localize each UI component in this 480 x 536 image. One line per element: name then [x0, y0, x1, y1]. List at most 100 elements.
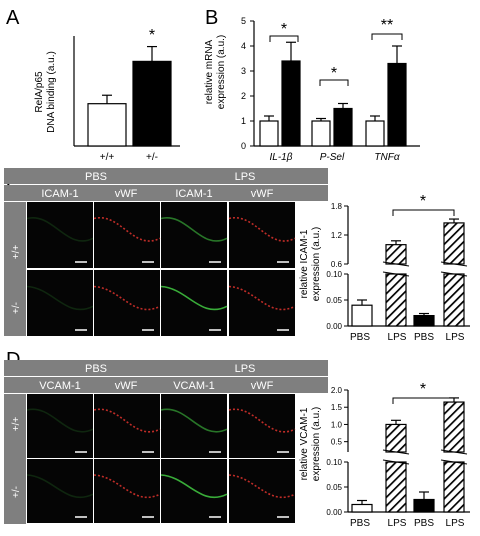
- grid-d-vessel-wall: [26, 474, 94, 499]
- chart-c-bar-3: [413, 315, 435, 327]
- panel-letter-b: B: [205, 7, 218, 29]
- grid-d-col-1: VCAM-1: [39, 380, 81, 392]
- chart-b-bar-1-2: [281, 60, 301, 147]
- grid-c-vessel-wall: [93, 285, 161, 311]
- grid-c-row-1: +/+: [11, 245, 22, 260]
- grid-c-tile-r1-c3: [160, 202, 228, 268]
- grid-d-tile-bg: [229, 459, 295, 523]
- chart-d-xtick-2: LPS: [388, 518, 407, 529]
- chart-d-bar-2-break-lower: [382, 459, 410, 465]
- chart-b-sig-psel: *: [331, 65, 337, 82]
- grid-c-col-1: ICAM-1: [41, 188, 78, 200]
- grid-d-tile-r2-c3: [160, 459, 228, 523]
- chart-b-bar-2-2: [333, 107, 353, 147]
- chart-d-significance: *: [420, 381, 426, 398]
- grid-d-tile-bg: [94, 459, 160, 523]
- chart-b-ytick-label-4: 4: [241, 41, 246, 51]
- grid-d-vessel-wall: [160, 474, 228, 499]
- chart-c-bracket: [392, 209, 455, 216]
- chart-b-ylabel-1: relative mRNA: [204, 39, 215, 104]
- grid-c-tile-r2-c3: [160, 270, 228, 336]
- grid-c-tile-bg: [161, 270, 227, 336]
- grid-c-tile-bg: [94, 202, 160, 268]
- chart-c-ylabel-2: expression (a.u.): [311, 227, 322, 301]
- chart-b-group-psel: P-Sel: [320, 152, 345, 163]
- chart-d-bar-4-upper: [443, 401, 465, 453]
- chart-b-bar-3-2: [387, 62, 407, 147]
- chart-b-sig-il1b: *: [281, 21, 287, 38]
- grid-c-tile-bg: [229, 270, 295, 336]
- grid-c-tile-bg: [229, 202, 295, 268]
- chart-c-xtick-1: PBS: [350, 332, 370, 343]
- grid-d-vessel-wall: [26, 408, 94, 433]
- grid-d-row-header: [4, 394, 26, 524]
- chart-c-bar-2-lower: [385, 273, 407, 327]
- chart-d-bar-4-lower: [443, 461, 465, 513]
- chart-b-bracket-psel: [319, 79, 349, 86]
- chart-b-group-il1b: IL-1β: [270, 152, 293, 163]
- chart-d-bar-3: [413, 498, 435, 513]
- grid-c-column-header: [4, 185, 328, 201]
- grid-d-vessel-wall: [228, 474, 296, 499]
- grid-d-tile-bg: [27, 459, 93, 523]
- grid-d-tile-r1-c1: [26, 394, 94, 458]
- grid-c-vessel-wall: [160, 285, 228, 311]
- grid-c-tile-r2-c2: [93, 270, 161, 336]
- grid-d-tile-r2-c2: [93, 459, 161, 523]
- chart-b-ytick-label-1: 1: [241, 116, 246, 126]
- grid-c-group-header: [4, 168, 328, 184]
- panel-letter-a: A: [6, 7, 20, 29]
- grid-d-col-3: VCAM-1: [173, 380, 215, 392]
- chart-a-ylabel-2: DNA binding (a.u.): [46, 51, 57, 133]
- chart-b-bar-3-1: [365, 120, 385, 147]
- grid-d-row-1: +/+: [11, 417, 22, 432]
- chart-c-upper-tick-label-2: 1.8: [331, 202, 343, 211]
- chart-b-ytick-label-0: 0: [241, 141, 246, 151]
- grid-d-column-header: [4, 377, 328, 393]
- grid-c-tile-bg: [94, 270, 160, 336]
- chart-c-bar-2-break-upper: [382, 261, 410, 267]
- chart-d-lower-tick-label-2: 0.10: [326, 458, 342, 467]
- chart-b-bar-1-1: [259, 120, 279, 147]
- grid-d-group-header: [4, 360, 328, 376]
- chart-d-ylabel-1: relative VCAM-1: [299, 407, 310, 480]
- grid-d-vessel-wall: [93, 408, 161, 433]
- grid-d-group-right: LPS: [235, 363, 256, 375]
- chart-c-xtick-2: LPS: [388, 332, 407, 343]
- chart-a-ylabel-1: RelA/p65: [34, 71, 45, 113]
- chart-d-upper-tick-label-3: 2.0: [331, 386, 343, 395]
- chart-c-bar-4-upper: [443, 222, 465, 265]
- chart-b-group-tnfa: TNFα: [374, 152, 399, 163]
- grid-c-tile-r1-c4: [228, 202, 296, 268]
- chart-c-bar-4-break-lower: [440, 271, 468, 277]
- chart-c-xtick-3: PBS: [414, 332, 434, 343]
- chart-d-xtick-4: LPS: [446, 518, 465, 529]
- chart-c-bar-1: [351, 304, 373, 327]
- chart-b-bar-2-1: [311, 120, 331, 147]
- chart-d-bar-1: [351, 503, 373, 513]
- chart-d-bar-2-upper: [385, 423, 407, 453]
- chart-b-sig-tnfa: **: [381, 17, 393, 34]
- chart-c-bar-4-lower: [443, 273, 465, 327]
- grid-c-group-left: PBS: [85, 171, 107, 183]
- chart-d: relative VCAM-1 expression (a.u.) PBS LP…: [299, 381, 470, 529]
- grid-d-col-2: vWF: [115, 380, 138, 392]
- chart-c-bar-4-break-upper: [440, 261, 468, 267]
- chart-d-upper-tick-label-2: 1.5: [331, 403, 343, 412]
- chart-b-ytick-label-5: 5: [241, 16, 246, 26]
- grid-d-tile-bg: [27, 394, 93, 458]
- grid-d-col-4: vWF: [251, 380, 274, 392]
- grid-d-tile-r2-c1: [26, 459, 94, 523]
- grid-d-tile-bg: [161, 459, 227, 523]
- chart-d-bar-4-break-lower: [440, 459, 468, 465]
- chart-c-bar-2-upper: [385, 244, 407, 265]
- chart-a-bar-1: [87, 103, 127, 147]
- chart-b-ylabel-2: expression (a.u.): [216, 35, 227, 109]
- chart-c-xtick-4: LPS: [446, 332, 465, 343]
- grid-d-tile-r1-c2: [93, 394, 161, 458]
- grid-d-tile-bg: [229, 394, 295, 458]
- chart-c-significance: *: [420, 193, 426, 210]
- grid-c-col-4: vWF: [251, 188, 274, 200]
- chart-b: relative mRNA expression (a.u.) 0 1 2 3 4 5 I…: [204, 16, 420, 163]
